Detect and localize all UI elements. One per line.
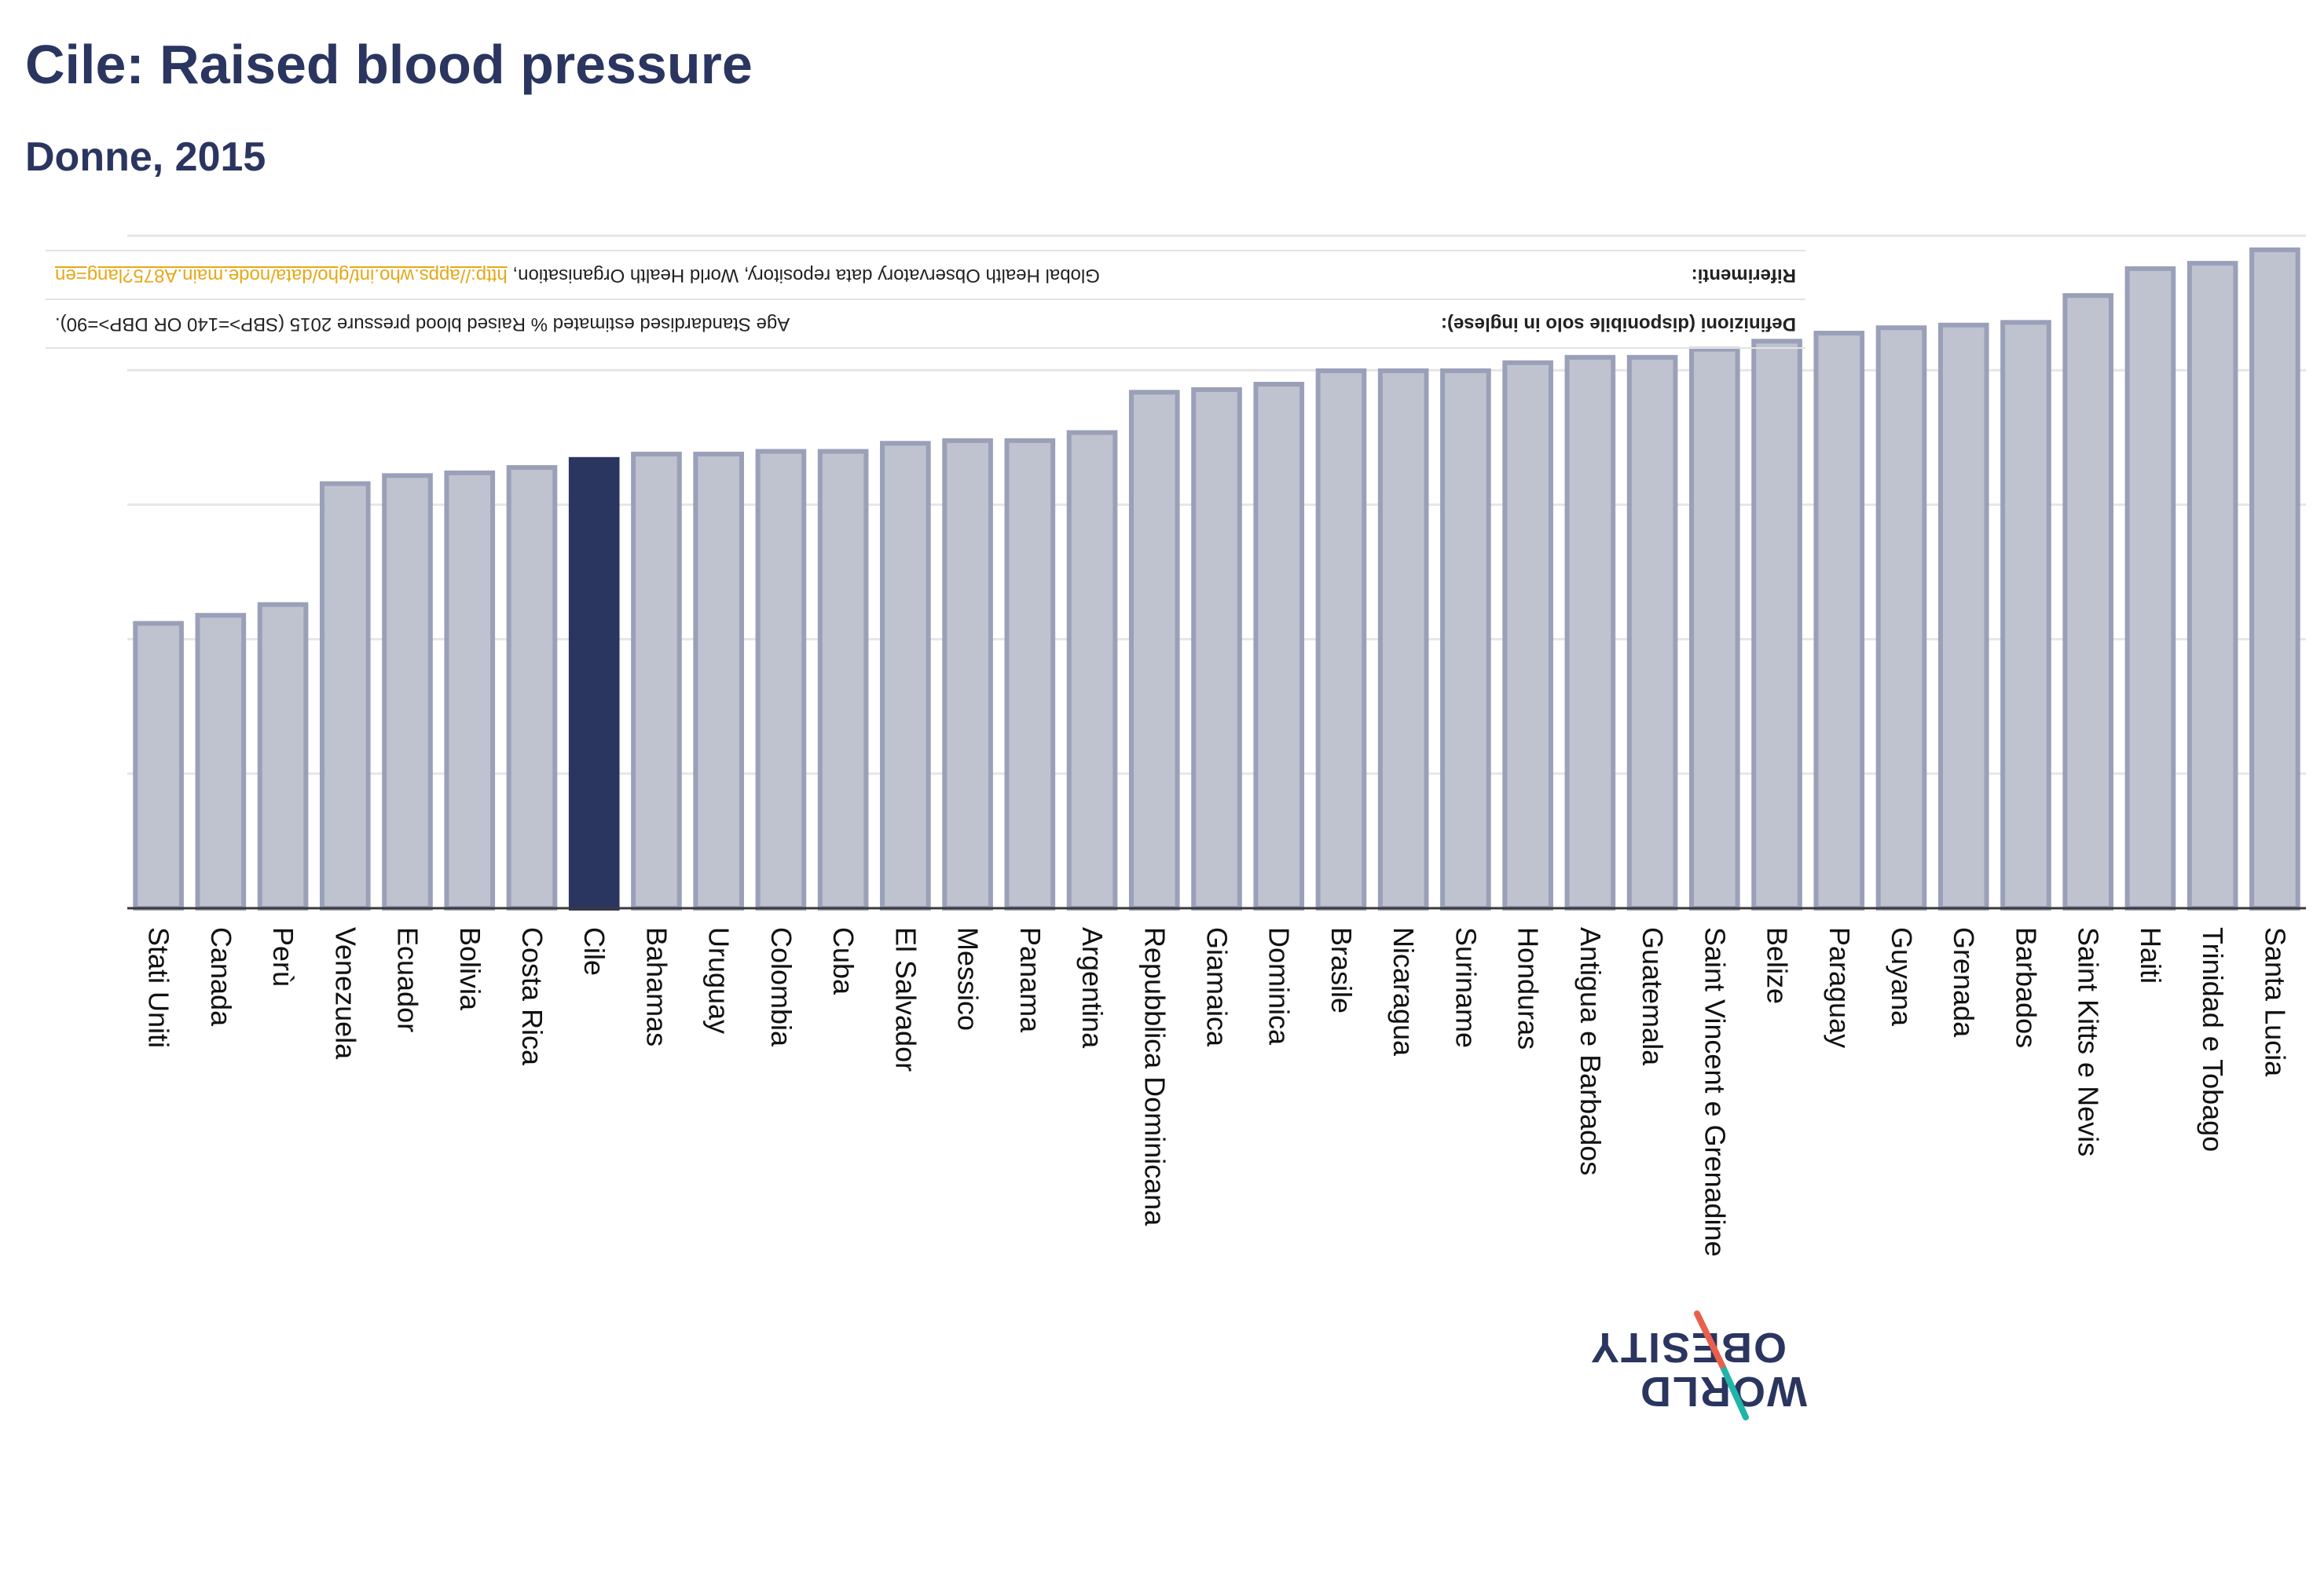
- bar-saint-kitts-e-nevis[interactable]: [2062, 293, 2114, 911]
- x-tick-label: Guatemala: [1637, 927, 1669, 1066]
- bar-barbados[interactable]: [2000, 320, 2051, 911]
- chart-title: Cile: Raised blood pressure: [25, 34, 753, 95]
- bar-grenada[interactable]: [1937, 322, 1989, 911]
- world-obesity-logo: WORLD OBESITY: [1589, 1310, 1815, 1420]
- x-tick-label: Costa Rica: [516, 927, 548, 1066]
- bar-venezuela[interactable]: [319, 481, 371, 911]
- x-tick-label: Giamaica: [1201, 927, 1233, 1047]
- x-tick-label: Messico: [952, 927, 984, 1031]
- x-tick-label: Bahamas: [640, 927, 673, 1046]
- bar-guyana[interactable]: [1875, 325, 1927, 911]
- bar-costa-rica[interactable]: [506, 465, 558, 911]
- bar-el-salvador[interactable]: [880, 441, 931, 911]
- bar-uruguay[interactable]: [693, 451, 744, 911]
- x-tick-label: Perù: [267, 927, 299, 987]
- bar-per-[interactable]: [257, 602, 309, 911]
- bar-dominica[interactable]: [1253, 382, 1305, 911]
- logo-slash-icon: [1694, 1310, 1749, 1420]
- x-tick-label: Ecuador: [392, 927, 424, 1032]
- x-tick-label: Honduras: [1512, 927, 1545, 1050]
- bar-trinidad-e-tobago[interactable]: [2187, 261, 2238, 911]
- x-tick-label: Grenada: [1948, 927, 1980, 1038]
- x-tick-label: Nicaragua: [1387, 927, 1420, 1057]
- x-tick-label: Cile: [578, 927, 610, 976]
- bar-ecuador[interactable]: [382, 473, 433, 911]
- bar-saint-vincent-e-grenadine[interactable]: [1689, 346, 1740, 911]
- definitions-label: Definizioni (disponibile solo in inglese…: [1440, 313, 1796, 335]
- x-tick-label: Repubblica Dominicana: [1138, 927, 1171, 1226]
- bar-nicaragua[interactable]: [1377, 368, 1429, 911]
- bar-cile[interactable]: [568, 456, 620, 911]
- bar-messico[interactable]: [942, 438, 993, 911]
- x-tick-label: Panama: [1014, 927, 1047, 1033]
- x-tick-label: Belize: [1761, 927, 1794, 1004]
- bar-brasile[interactable]: [1315, 368, 1367, 911]
- bar-canada[interactable]: [195, 613, 247, 911]
- x-tick-label: Dominica: [1263, 927, 1296, 1046]
- x-tick-label: Venezuela: [329, 927, 361, 1060]
- bar-colombia[interactable]: [755, 449, 807, 911]
- bar-santa-lucia[interactable]: [2249, 247, 2300, 911]
- references-row: Riferimenti: Global Health Observatory d…: [46, 250, 1805, 299]
- references-label: Riferimenti:: [1691, 265, 1796, 286]
- chart-subtitle: Donne, 2015: [25, 134, 266, 180]
- bar-haiti[interactable]: [2124, 266, 2176, 911]
- bar-panama[interactable]: [1004, 438, 1056, 911]
- x-tick-label: Suriname: [1450, 927, 1482, 1048]
- bar-belize[interactable]: [1751, 339, 1802, 911]
- references-text: Global Health Observatory data repositor…: [512, 265, 1100, 286]
- x-tick-label: Colombia: [765, 927, 797, 1047]
- bar-paraguay[interactable]: [1813, 331, 1865, 911]
- x-tick-label: Brasile: [1325, 927, 1358, 1013]
- bar-antigua-e-barbados[interactable]: [1564, 354, 1616, 911]
- bar-argentina[interactable]: [1066, 430, 1118, 911]
- bar-repubblica-dominicana[interactable]: [1128, 390, 1180, 911]
- x-tick-label: Argentina: [1076, 927, 1109, 1049]
- bar-suriname[interactable]: [1440, 368, 1491, 911]
- references-link[interactable]: http://apps.who.int/gho/data/node.main.A…: [55, 265, 508, 286]
- x-tick-label: Saint Vincent e Grenadine: [1699, 927, 1731, 1257]
- bar-cuba[interactable]: [817, 449, 869, 911]
- x-tick-label: Saint Kitts e Nevis: [2073, 927, 2105, 1156]
- x-tick-label: El Salvador: [889, 927, 922, 1072]
- definitions-row: Definizioni (disponibile solo in inglese…: [46, 299, 1805, 349]
- bar-bolivia[interactable]: [444, 470, 496, 911]
- bar-stati-uniti[interactable]: [133, 621, 184, 911]
- x-tick-label: Stati Uniti: [143, 927, 175, 1048]
- x-tick-labels: Stati Uniti Canada Perù Venezuela Ecuador Bol…: [143, 927, 2292, 1257]
- x-tick-label: Haiti: [2135, 927, 2167, 984]
- x-tick-label: Barbados: [2010, 927, 2042, 1048]
- bar-guatemala[interactable]: [1626, 354, 1678, 911]
- x-tick-label: Guyana: [1886, 927, 1918, 1027]
- bar-honduras[interactable]: [1502, 360, 1553, 911]
- x-tick-label: Cuba: [827, 927, 860, 995]
- x-tick-label: Antigua e Barbados: [1574, 927, 1607, 1175]
- source-notes: Definizioni (disponibile solo in inglese…: [46, 250, 1805, 349]
- bar-giamaica[interactable]: [1191, 387, 1242, 911]
- x-tick-label: Bolivia: [454, 927, 486, 1011]
- bar-bahamas[interactable]: [631, 451, 682, 911]
- x-tick-label: Uruguay: [703, 927, 735, 1034]
- x-tick-label: Canada: [205, 927, 237, 1027]
- definitions-text: Age Standardised estimated % Raised bloo…: [55, 313, 790, 335]
- x-tick-label: Santa Lucia: [2259, 927, 2291, 1077]
- x-tick-label: Trinidad e Tobago: [2197, 927, 2229, 1152]
- x-tick-label: Paraguay: [1824, 927, 1856, 1048]
